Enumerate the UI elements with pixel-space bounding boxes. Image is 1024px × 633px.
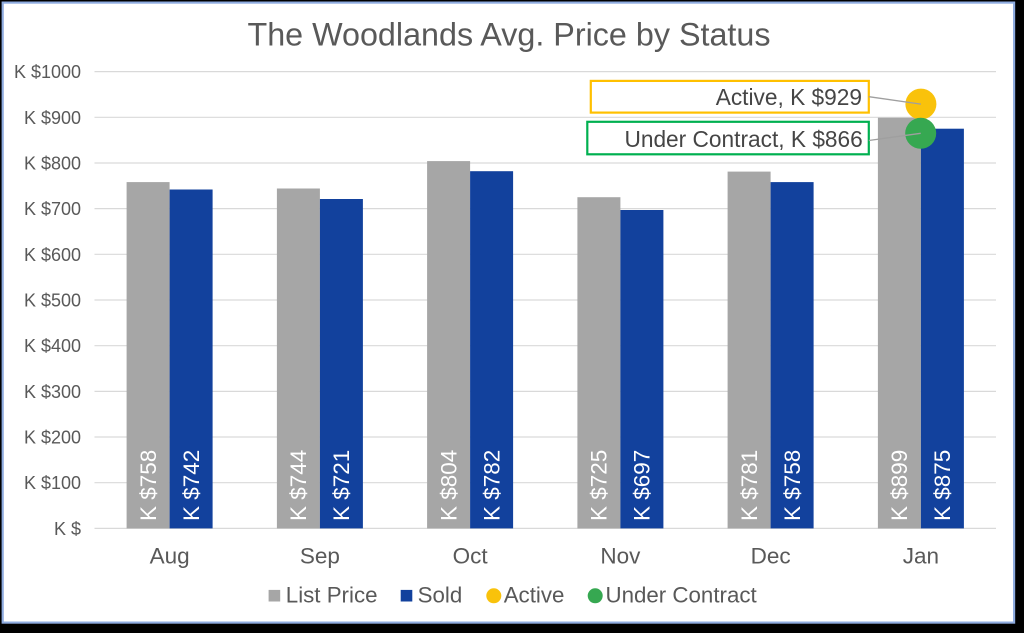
svg-text:K $500: K $500 [24, 291, 81, 311]
svg-text:K $782: K $782 [479, 450, 504, 521]
svg-text:Nov: Nov [600, 543, 641, 568]
svg-text:Sep: Sep [300, 543, 340, 568]
svg-text:K $300: K $300 [24, 382, 81, 402]
svg-text:List Price: List Price [286, 583, 378, 608]
svg-text:K $899: K $899 [887, 450, 912, 521]
svg-text:K $744: K $744 [286, 450, 311, 521]
svg-text:K $721: K $721 [329, 450, 354, 521]
svg-text:K $400: K $400 [24, 336, 81, 356]
svg-text:K $742: K $742 [179, 450, 204, 521]
svg-text:Under Contract, K $866: Under Contract, K $866 [624, 126, 862, 152]
svg-text:Aug: Aug [150, 543, 190, 568]
svg-text:K $200: K $200 [24, 428, 81, 448]
svg-text:K $781: K $781 [737, 450, 762, 521]
svg-text:K $804: K $804 [436, 450, 461, 521]
svg-text:K $697: K $697 [630, 450, 655, 521]
svg-text:Dec: Dec [751, 543, 791, 568]
svg-text:K $758: K $758 [780, 450, 805, 521]
svg-text:Active: Active [504, 583, 565, 608]
svg-text:K $758: K $758 [136, 450, 161, 521]
svg-text:K $875: K $875 [930, 450, 955, 521]
svg-text:K $725: K $725 [587, 450, 612, 521]
svg-text:Under Contract: Under Contract [606, 583, 758, 608]
svg-text:K $700: K $700 [24, 199, 81, 219]
svg-text:The Woodlands Avg. Price by St: The Woodlands Avg. Price by Status [247, 16, 770, 52]
svg-text:Oct: Oct [453, 543, 489, 568]
svg-text:K $800: K $800 [24, 154, 81, 174]
svg-text:Sold: Sold [418, 583, 463, 608]
svg-text:K $1000: K $1000 [14, 62, 81, 82]
svg-text:K $: K $ [54, 519, 81, 539]
svg-text:Jan: Jan [903, 543, 939, 568]
svg-text:Active, K $929: Active, K $929 [716, 84, 862, 110]
svg-text:K $600: K $600 [24, 245, 81, 265]
svg-text:K $100: K $100 [24, 473, 81, 493]
svg-text:K $900: K $900 [24, 108, 81, 128]
